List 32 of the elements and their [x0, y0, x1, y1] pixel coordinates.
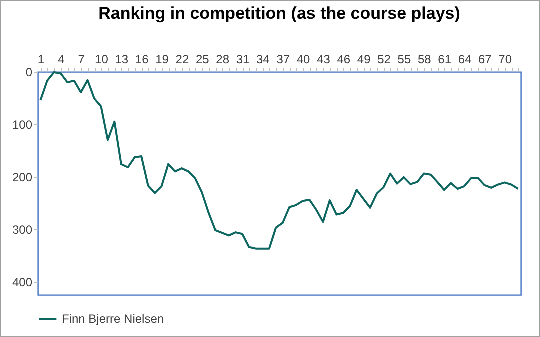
line-series [40, 72, 520, 250]
x-tick-label: 61 [438, 52, 452, 66]
x-tick-label: 7 [78, 52, 86, 66]
x-tick-label: 46 [337, 52, 351, 66]
x-tick-label: 31 [236, 52, 250, 66]
y-tick-label: 100 [12, 118, 33, 132]
x-tick-label: 40 [296, 52, 311, 66]
x-tick-label: 10 [95, 52, 109, 66]
x-tick-label: 67 [478, 52, 492, 66]
x-tick-label: 43 [317, 52, 331, 66]
y-tick-label: 200 [12, 170, 33, 184]
x-tick-label: 28 [216, 52, 230, 66]
x-tick-label: 1 [38, 52, 45, 66]
x-tick-label: 22 [176, 52, 190, 66]
legend-label: Finn Bjerre Nielsen [62, 312, 164, 326]
x-tick-label: 70 [498, 52, 512, 66]
x-tick-label: 49 [357, 52, 372, 66]
y-tick-label: 400 [12, 275, 33, 290]
x-tick-label: 58 [418, 52, 432, 66]
x-tick-label: 16 [135, 52, 150, 66]
x-tick-label: 64 [458, 52, 472, 66]
x-tick-label: 25 [196, 52, 210, 66]
y-tick-label: 0 [26, 66, 33, 80]
x-tick-label: 4 [58, 52, 66, 66]
x-tick-label: 19 [156, 52, 170, 66]
x-tick-label: 13 [115, 52, 129, 66]
x-tick-label: 52 [378, 52, 392, 66]
x-tick-label: 34 [256, 52, 270, 66]
x-tick-label: 55 [398, 52, 412, 66]
chart-title: Ranking in competition (as the course plays) [98, 4, 460, 23]
x-tick-label: 37 [276, 52, 290, 66]
y-tick-label: 300 [12, 222, 33, 237]
